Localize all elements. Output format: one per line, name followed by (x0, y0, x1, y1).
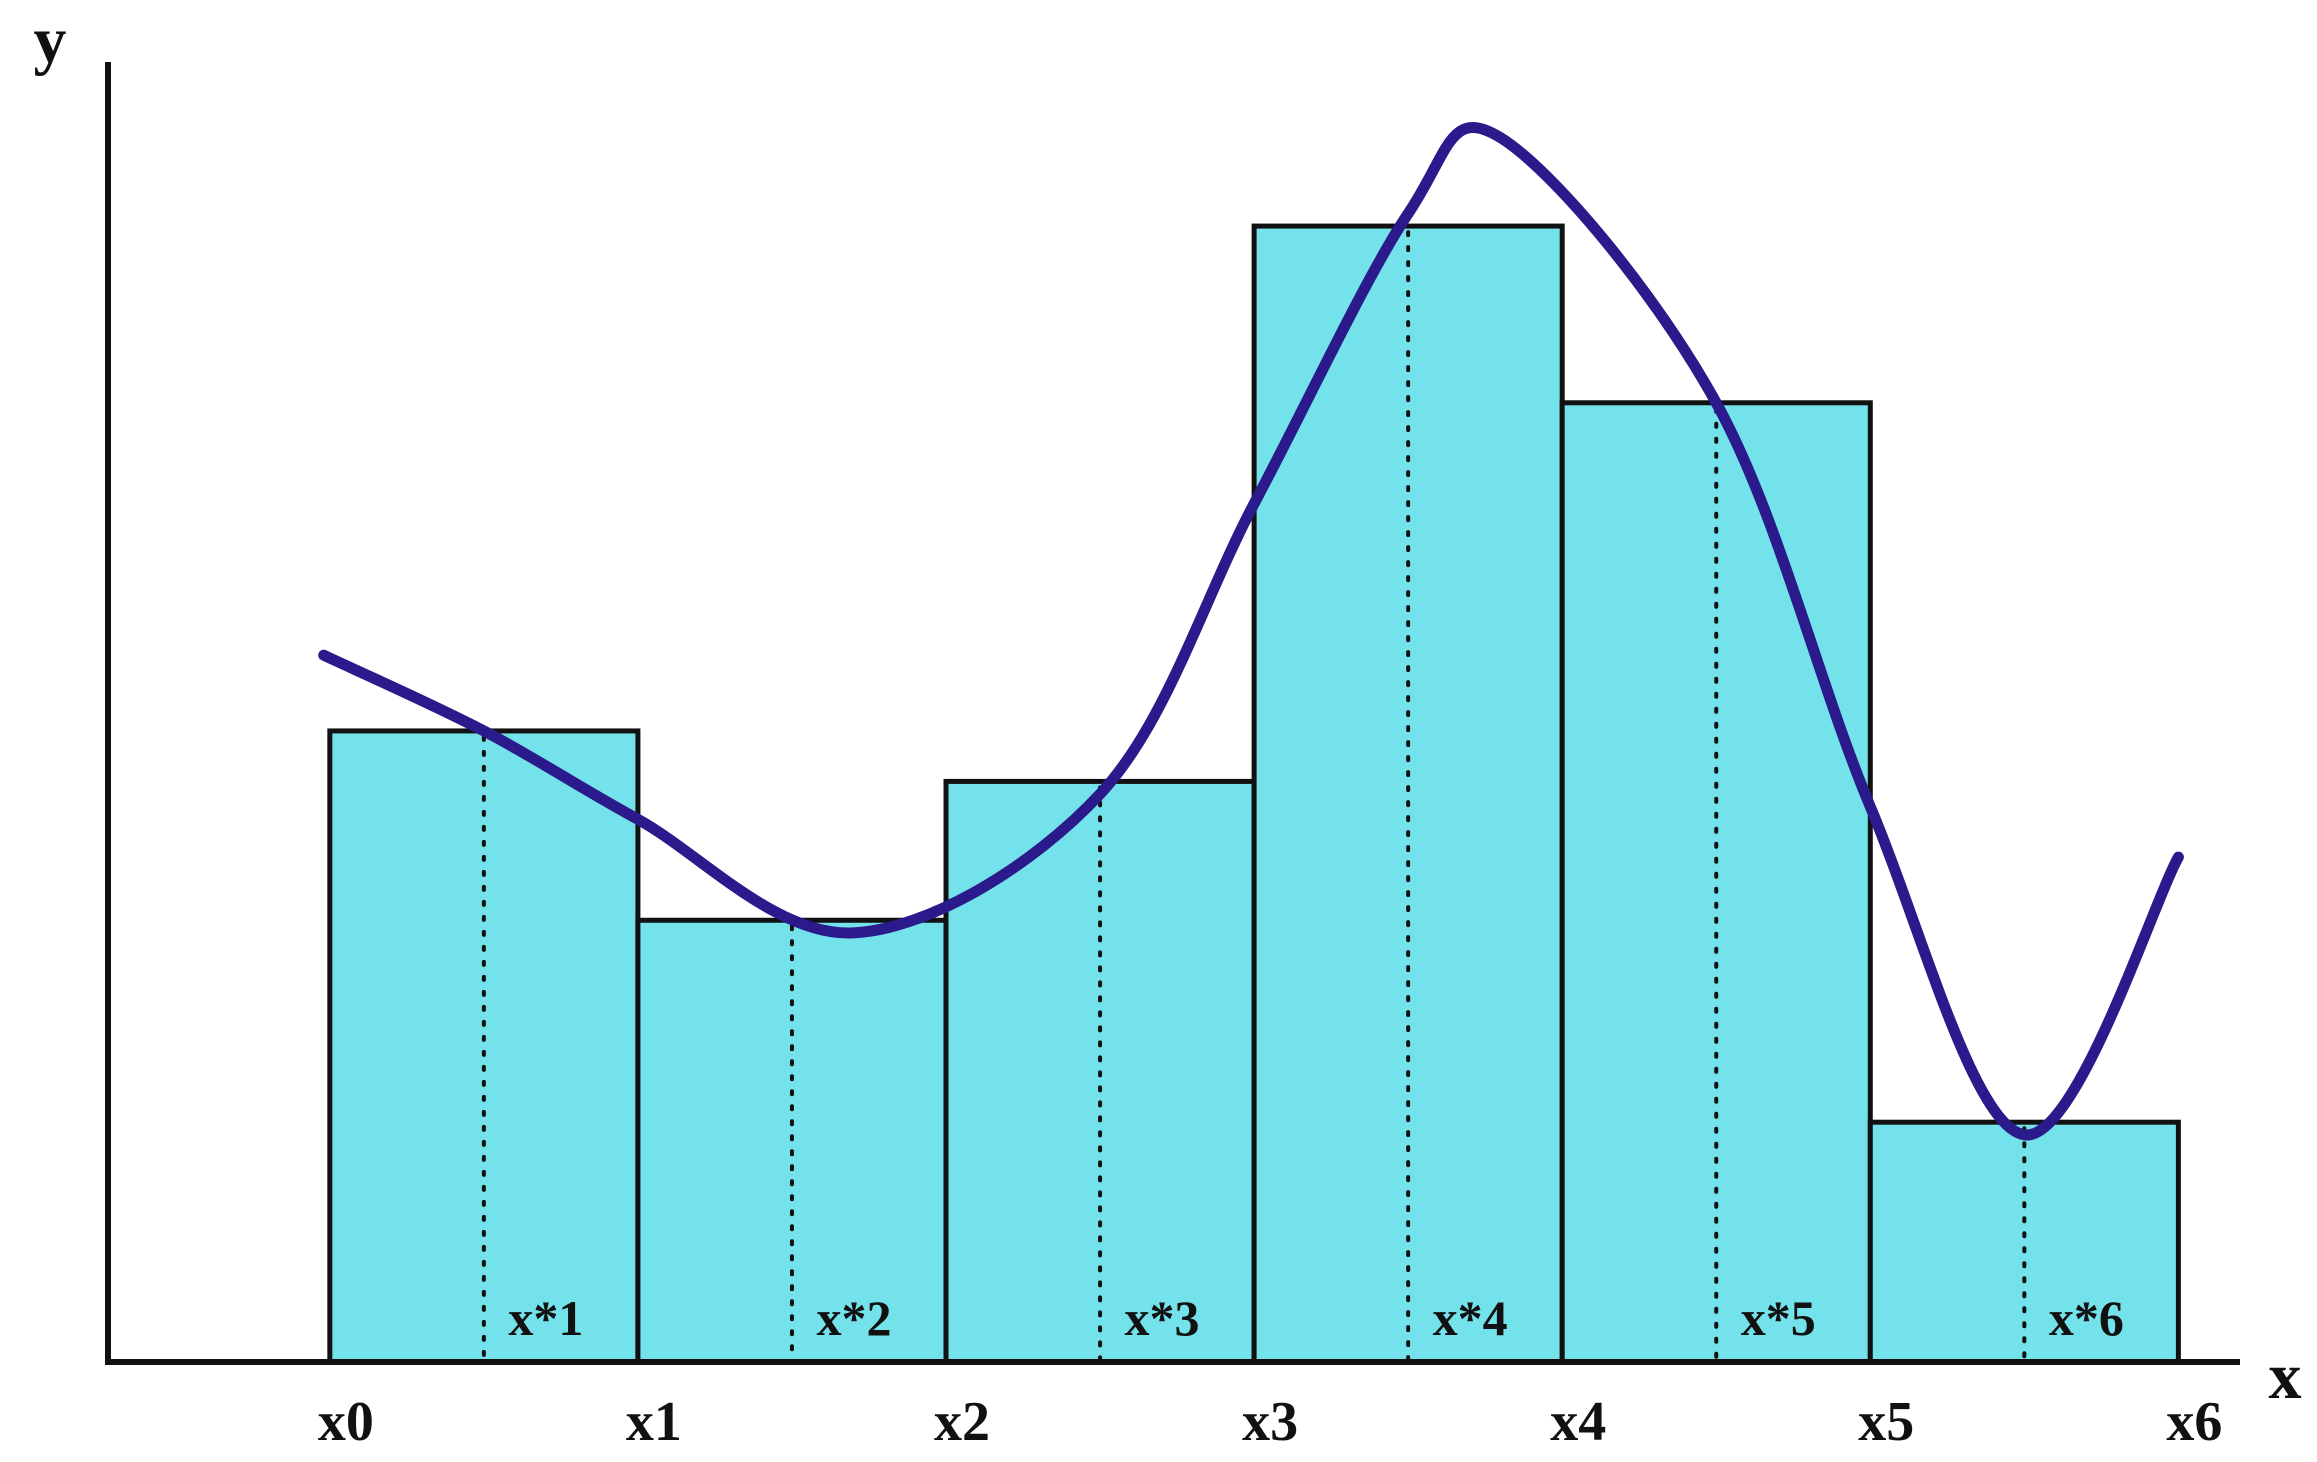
function-curve (318, 122, 2184, 1141)
sample-lines-group (481, 230, 2027, 1360)
sample-point-label: x*4 (1433, 1290, 1508, 1346)
x-tick-label: x6 (2166, 1391, 2222, 1453)
y-axis-label: y (34, 4, 67, 77)
sample-point-label: x*5 (1741, 1290, 1816, 1346)
x-axis-label: x (2269, 1340, 2302, 1413)
labels-group: y x (34, 4, 2302, 1413)
x-tick-labels-group: x0 x1 x2 x3 x4 x5 x6 (318, 1391, 2223, 1453)
axes-group (105, 62, 2240, 1365)
x-tick-label: x1 (626, 1391, 682, 1453)
sample-point-label: x*3 (1125, 1290, 1200, 1346)
x-tick-label: x0 (318, 1391, 374, 1453)
x-tick-label: x5 (1858, 1391, 1914, 1453)
x-tick-label: x4 (1550, 1391, 1606, 1453)
bar (327, 728, 641, 1365)
bars-group (327, 223, 2181, 1365)
sample-point-label: x*6 (2049, 1290, 2124, 1346)
x-tick-label: x2 (934, 1391, 990, 1453)
curve-group (318, 122, 2184, 1141)
sample-labels-group: x*1 x*2 x*3 x*4 x*5 x*6 (508, 1290, 2123, 1346)
sample-point-label: x*2 (816, 1290, 891, 1346)
x-tick-label: x3 (1242, 1391, 1298, 1453)
sample-point-label: x*1 (508, 1290, 583, 1346)
